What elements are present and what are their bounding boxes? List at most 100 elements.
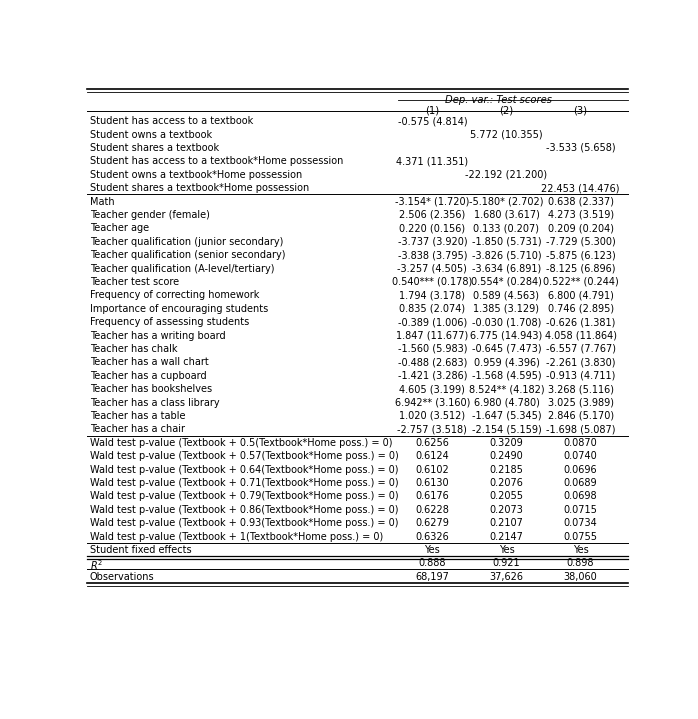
Text: Student shares a textbook: Student shares a textbook <box>90 143 219 153</box>
Text: 0.835 (2.074): 0.835 (2.074) <box>399 303 466 313</box>
Text: 4.605 (3.199): 4.605 (3.199) <box>399 384 466 394</box>
Text: Wald test p-value (Textbook + 0.71(Textbook*Home poss.) = 0): Wald test p-value (Textbook + 0.71(Textb… <box>90 478 399 488</box>
Text: Frequency of assessing students: Frequency of assessing students <box>90 317 249 327</box>
Text: 0.2055: 0.2055 <box>489 491 524 501</box>
Text: Student has access to a textbook*Home possession: Student has access to a textbook*Home po… <box>90 156 343 166</box>
Text: 3.268 (5.116): 3.268 (5.116) <box>548 384 614 394</box>
Text: -0.030 (1.708): -0.030 (1.708) <box>472 317 541 327</box>
Text: Frequency of correcting homework: Frequency of correcting homework <box>90 290 260 301</box>
Text: -2.261 (3.830): -2.261 (3.830) <box>546 357 616 367</box>
Text: Teacher has a chair: Teacher has a chair <box>90 424 185 434</box>
Text: 0.638 (2.337): 0.638 (2.337) <box>548 196 614 206</box>
Text: 68,197: 68,197 <box>415 572 450 582</box>
Text: -2.757 (3.518): -2.757 (3.518) <box>397 424 468 434</box>
Text: 0.6279: 0.6279 <box>415 518 450 528</box>
Text: Teacher has a writing board: Teacher has a writing board <box>90 331 225 341</box>
Text: 0.589 (4.563): 0.589 (4.563) <box>473 290 540 301</box>
Text: Teacher qualification (A-level/tertiary): Teacher qualification (A-level/tertiary) <box>90 264 274 273</box>
Text: 22.453 (14.476): 22.453 (14.476) <box>542 183 620 193</box>
Text: 4.273 (3.519): 4.273 (3.519) <box>547 210 614 220</box>
Text: Yes: Yes <box>424 545 440 555</box>
Text: 4.371 (11.351): 4.371 (11.351) <box>396 156 468 166</box>
Text: 0.6256: 0.6256 <box>415 438 450 448</box>
Text: -5.180* (2.702): -5.180* (2.702) <box>469 196 544 206</box>
Text: 0.3209: 0.3209 <box>489 438 524 448</box>
Text: 0.959 (4.396): 0.959 (4.396) <box>473 357 540 367</box>
Text: 0.6124: 0.6124 <box>415 451 450 461</box>
Text: Teacher qualification (junior secondary): Teacher qualification (junior secondary) <box>90 237 283 247</box>
Text: Teacher has a table: Teacher has a table <box>90 411 186 421</box>
Text: 37,626: 37,626 <box>489 572 524 582</box>
Text: 1.794 (3.178): 1.794 (3.178) <box>399 290 466 301</box>
Text: Observations: Observations <box>90 572 154 582</box>
Text: -2.154 (5.159): -2.154 (5.159) <box>472 424 542 434</box>
Text: Teacher gender (female): Teacher gender (female) <box>90 210 210 220</box>
Text: -0.389 (1.006): -0.389 (1.006) <box>398 317 467 327</box>
Text: 0.0740: 0.0740 <box>564 451 597 461</box>
Text: Student fixed effects: Student fixed effects <box>90 545 191 555</box>
Text: Student owns a textbook: Student owns a textbook <box>90 129 212 139</box>
Text: -3.533 (5.658): -3.533 (5.658) <box>546 143 616 153</box>
Text: 3.025 (3.989): 3.025 (3.989) <box>548 398 614 408</box>
Text: 0.6228: 0.6228 <box>415 505 450 515</box>
Text: 0.133 (0.207): 0.133 (0.207) <box>473 224 540 234</box>
Text: -1.560 (5.983): -1.560 (5.983) <box>398 344 467 354</box>
Text: -22.192 (21.200): -22.192 (21.200) <box>466 170 547 180</box>
Text: -6.557 (7.767): -6.557 (7.767) <box>546 344 616 354</box>
Text: 0.0755: 0.0755 <box>563 531 597 541</box>
Text: Teacher has a wall chart: Teacher has a wall chart <box>90 357 209 367</box>
Text: -8.125 (6.896): -8.125 (6.896) <box>546 264 616 273</box>
Text: Teacher has a cupboard: Teacher has a cupboard <box>90 371 207 381</box>
Text: 0.540*** (0.178): 0.540*** (0.178) <box>392 277 473 287</box>
Text: 0.6102: 0.6102 <box>415 464 450 475</box>
Text: 1.020 (3.512): 1.020 (3.512) <box>399 411 466 421</box>
Text: -3.634 (6.891): -3.634 (6.891) <box>472 264 541 273</box>
Text: 0.220 (0.156): 0.220 (0.156) <box>399 224 466 234</box>
Text: -1.568 (4.595): -1.568 (4.595) <box>472 371 541 381</box>
Text: 0.0734: 0.0734 <box>564 518 597 528</box>
Text: -3.838 (3.795): -3.838 (3.795) <box>398 250 467 260</box>
Text: 0.2107: 0.2107 <box>489 518 524 528</box>
Text: -0.575 (4.814): -0.575 (4.814) <box>398 116 467 126</box>
Text: 0.554* (0.284): 0.554* (0.284) <box>471 277 542 287</box>
Text: 0.888: 0.888 <box>419 559 446 568</box>
Text: Wald test p-value (Textbook + 0.57(Textbook*Home poss.) = 0): Wald test p-value (Textbook + 0.57(Textb… <box>90 451 399 461</box>
Text: 0.898: 0.898 <box>567 559 594 568</box>
Text: 6.800 (4.791): 6.800 (4.791) <box>548 290 614 301</box>
Text: -1.850 (5.731): -1.850 (5.731) <box>472 237 541 247</box>
Text: -3.257 (4.505): -3.257 (4.505) <box>397 264 468 273</box>
Text: 0.0698: 0.0698 <box>564 491 597 501</box>
Text: 6.942** (3.160): 6.942** (3.160) <box>394 398 470 408</box>
Text: 0.2185: 0.2185 <box>489 464 524 475</box>
Text: -7.729 (5.300): -7.729 (5.300) <box>546 237 616 247</box>
Text: 0.0689: 0.0689 <box>564 478 597 488</box>
Text: 0.6130: 0.6130 <box>415 478 450 488</box>
Text: Yes: Yes <box>498 545 514 555</box>
Text: (3): (3) <box>574 105 588 115</box>
Text: -0.645 (7.473): -0.645 (7.473) <box>472 344 541 354</box>
Text: Dep. var.: Test scores: Dep. var.: Test scores <box>445 95 552 105</box>
Text: Wald test p-value (Textbook + 0.79(Textbook*Home poss.) = 0): Wald test p-value (Textbook + 0.79(Textb… <box>90 491 399 501</box>
Text: 2.846 (5.170): 2.846 (5.170) <box>547 411 614 421</box>
Text: Wald test p-value (Textbook + 1(Textbook*Home poss.) = 0): Wald test p-value (Textbook + 1(Textbook… <box>90 531 383 541</box>
Text: Student owns a textbook*Home possession: Student owns a textbook*Home possession <box>90 170 302 180</box>
Text: 0.6326: 0.6326 <box>415 531 450 541</box>
Text: Teacher has a class library: Teacher has a class library <box>90 398 220 408</box>
Text: 38,060: 38,060 <box>564 572 597 582</box>
Text: 0.6176: 0.6176 <box>415 491 450 501</box>
Text: 0.2147: 0.2147 <box>489 531 524 541</box>
Text: Yes: Yes <box>573 545 588 555</box>
Text: 1.385 (3.129): 1.385 (3.129) <box>473 303 540 313</box>
Text: 1.680 (3.617): 1.680 (3.617) <box>473 210 540 220</box>
Text: Student shares a textbook*Home possession: Student shares a textbook*Home possessio… <box>90 183 309 193</box>
Text: -0.626 (1.381): -0.626 (1.381) <box>546 317 615 327</box>
Text: Student has access to a textbook: Student has access to a textbook <box>90 116 253 126</box>
Text: (2): (2) <box>500 105 514 115</box>
Text: 0.0870: 0.0870 <box>564 438 597 448</box>
Text: -1.698 (5.087): -1.698 (5.087) <box>546 424 616 434</box>
Text: Wald test p-value (Textbook + 0.5(Textbook*Home poss.) = 0): Wald test p-value (Textbook + 0.5(Textbo… <box>90 438 392 448</box>
Text: 1.847 (11.677): 1.847 (11.677) <box>396 331 468 341</box>
Text: Importance of encouraging students: Importance of encouraging students <box>90 303 268 313</box>
Text: Teacher age: Teacher age <box>90 224 149 234</box>
Text: Wald test p-value (Textbook + 0.64(Textbook*Home poss.) = 0): Wald test p-value (Textbook + 0.64(Textb… <box>90 464 399 475</box>
